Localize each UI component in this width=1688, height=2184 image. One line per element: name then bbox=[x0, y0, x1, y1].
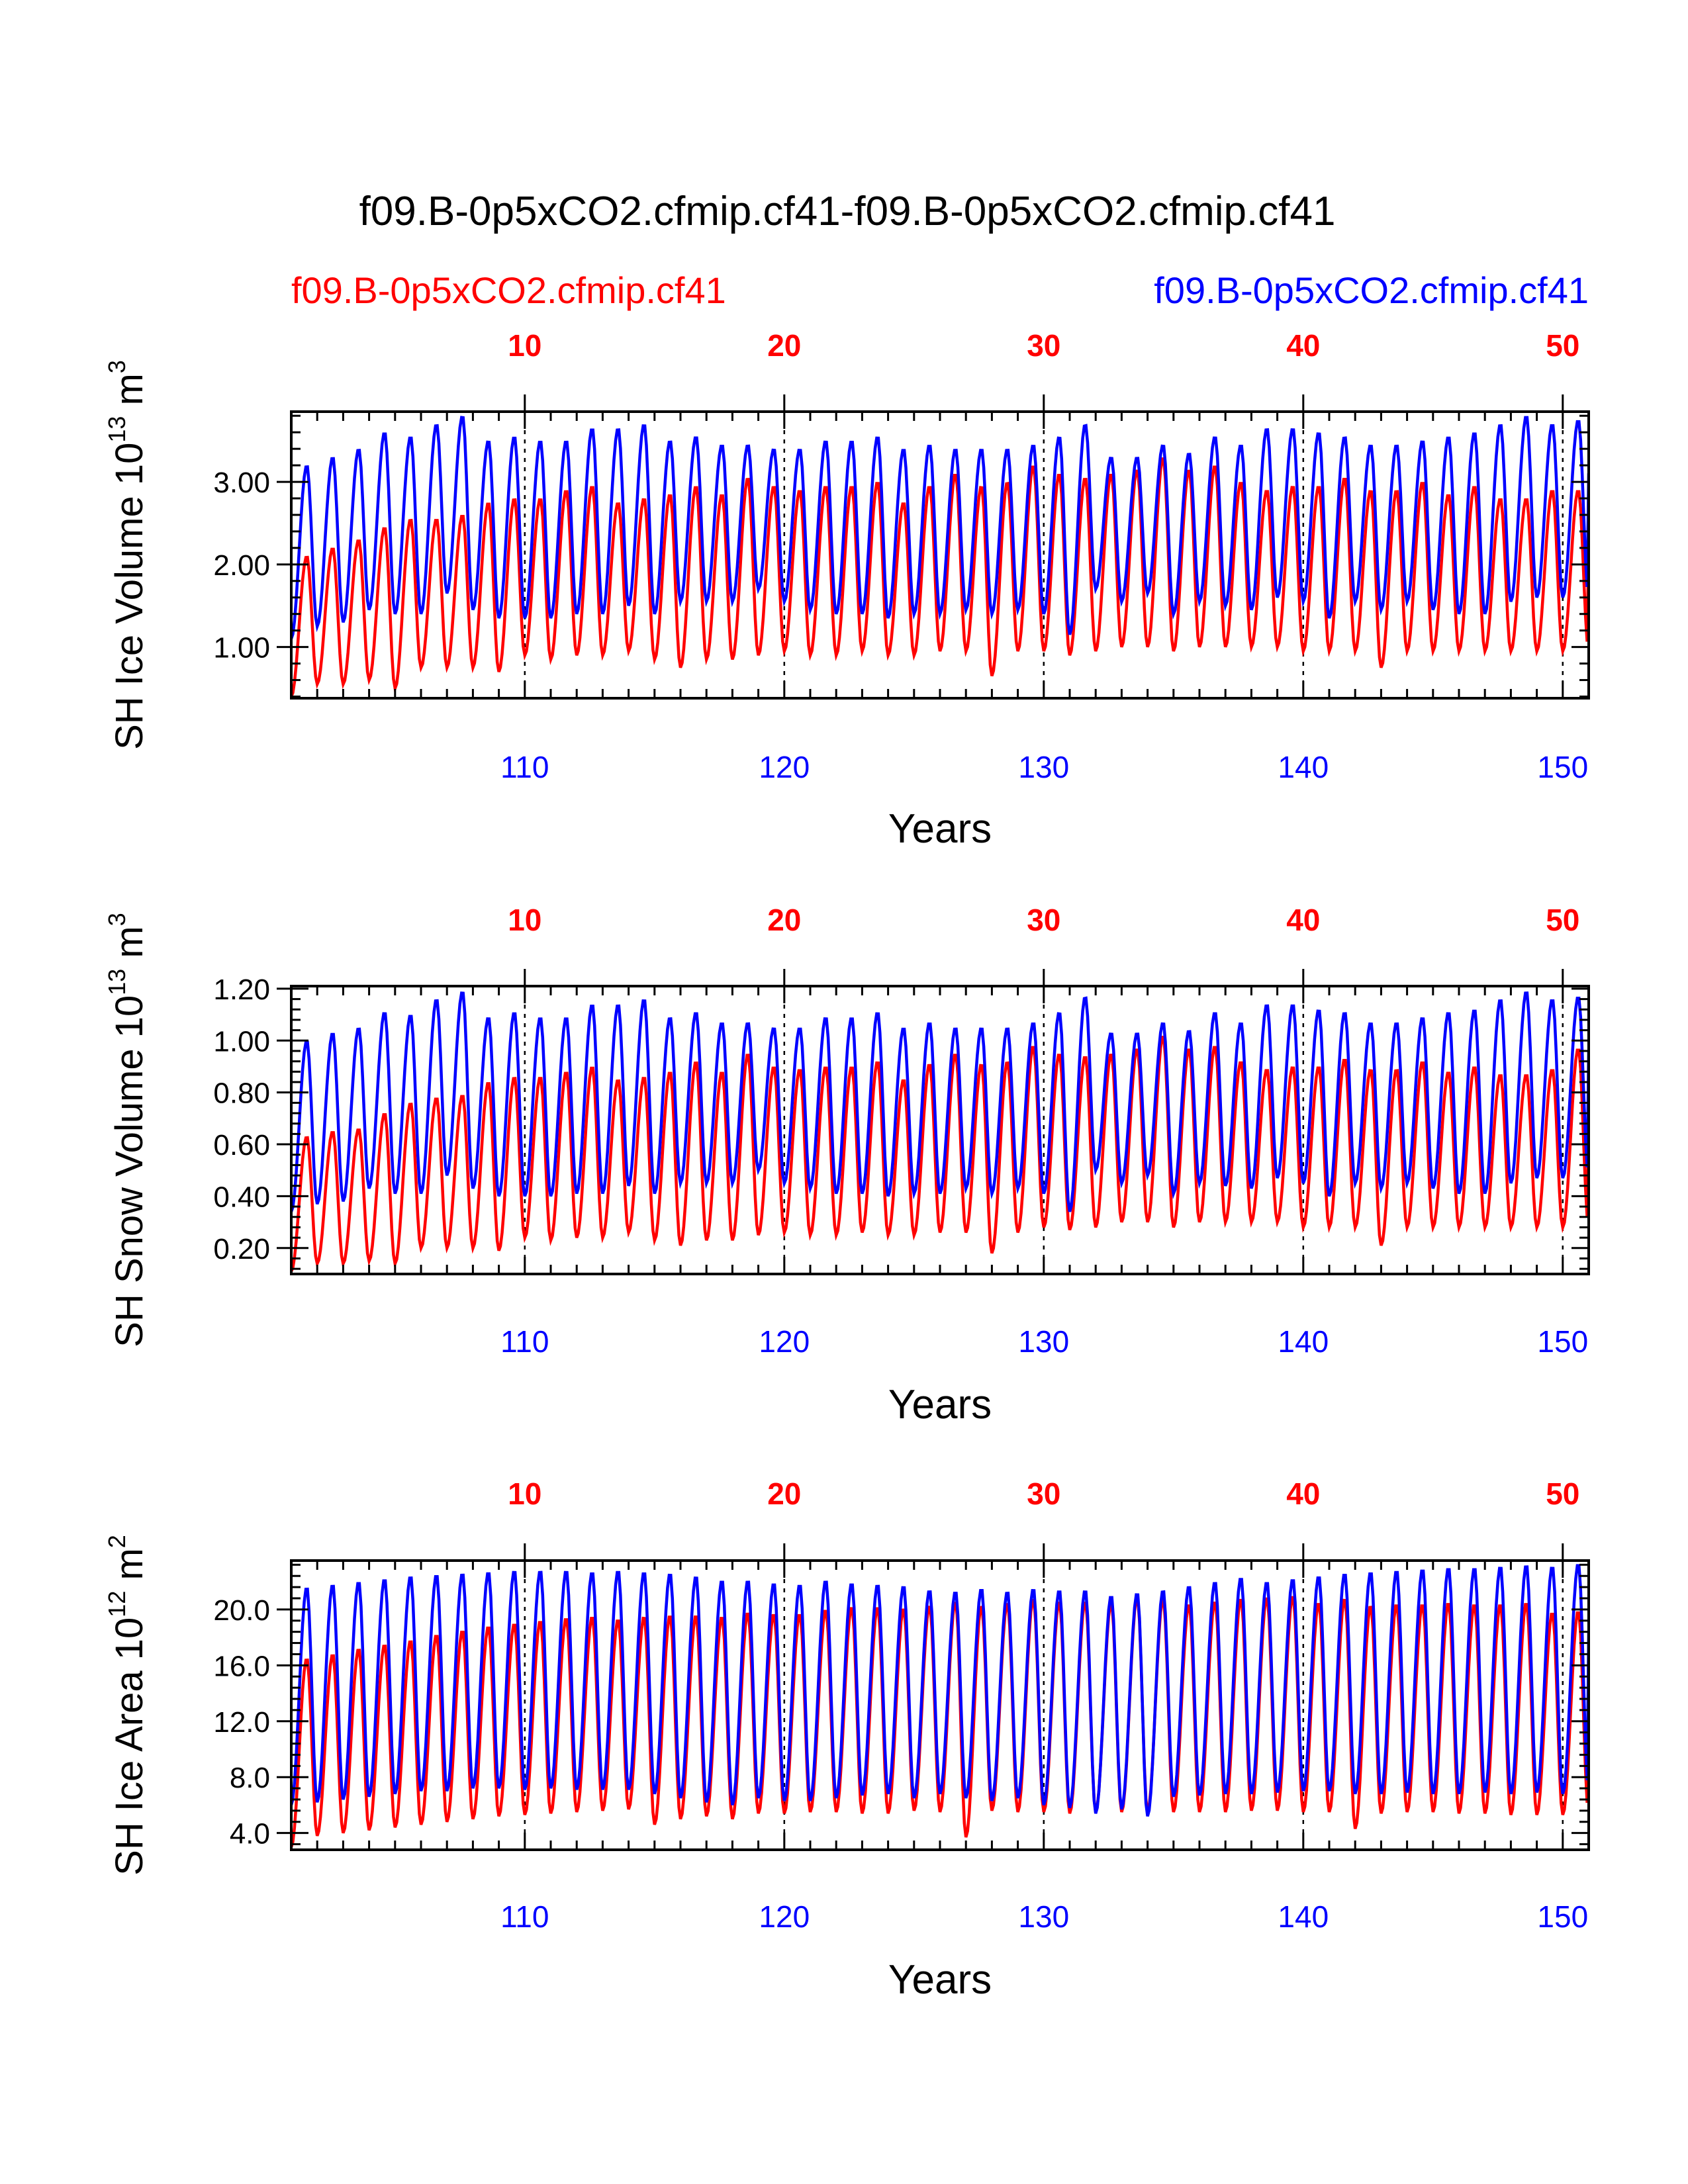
y-tick-label: 3.00 bbox=[213, 467, 270, 499]
top-tick-label: 50 bbox=[1546, 903, 1579, 937]
x-axis-title: Years bbox=[888, 1382, 992, 1428]
top-tick-label: 20 bbox=[767, 328, 801, 363]
top-tick-label: 40 bbox=[1286, 328, 1320, 363]
y-tick-label: 8.0 bbox=[230, 1762, 270, 1794]
y-axis-title-unit-exp: 3 bbox=[103, 913, 130, 926]
y-tick-label: 16.0 bbox=[213, 1650, 270, 1682]
y-axis-title-unit: m bbox=[108, 926, 151, 968]
top-tick-label: 30 bbox=[1027, 1477, 1060, 1511]
y-tick-label: 4.0 bbox=[230, 1818, 270, 1850]
series-line-blue bbox=[291, 1564, 1589, 1817]
bottom-tick-label: 150 bbox=[1537, 1324, 1588, 1359]
y-axis-title-main: SH Ice Area 10 bbox=[108, 1617, 151, 1876]
top-tick-label: 30 bbox=[1027, 328, 1060, 363]
top-tick-label: 20 bbox=[767, 1477, 801, 1511]
series-line-red bbox=[291, 1035, 1589, 1273]
y-tick-label: 2.00 bbox=[213, 549, 270, 582]
y-axis-title-main: SH Snow Volume 10 bbox=[108, 995, 151, 1347]
bottom-tick-label: 130 bbox=[1018, 1324, 1069, 1359]
y-axis-title-exp: 13 bbox=[103, 969, 130, 995]
panel-3: 10 20 30 40 50 110 120 130 140 150 4.0 8.0 12.0 16.0 2… bbox=[103, 1477, 1590, 2003]
y-axis-title-exp: 13 bbox=[103, 416, 130, 443]
bottom-tick-label: 140 bbox=[1278, 1899, 1329, 1934]
y-tick-label: 1.00 bbox=[213, 632, 270, 664]
y-axis-title-main: SH Ice Volume 10 bbox=[108, 443, 151, 750]
top-tick-label: 30 bbox=[1027, 903, 1060, 937]
figure-title: f09.B-0p5xCO2.cfmip.cf41-f09.B-0p5xCO2.c… bbox=[359, 189, 1336, 234]
top-tick-label: 50 bbox=[1546, 1477, 1579, 1511]
y-axis-title-unit-exp: 2 bbox=[103, 1535, 130, 1548]
top-tick-label: 40 bbox=[1286, 1477, 1320, 1511]
y-tick-label: 1.00 bbox=[213, 1025, 270, 1058]
panel-1: 10 20 30 40 50 110 120 130 140 150 1.00 2.00 3.00 Yea… bbox=[103, 328, 1590, 852]
x-axis-title: Years bbox=[888, 1957, 992, 2003]
bottom-tick-label: 120 bbox=[759, 750, 810, 784]
bottom-tick-label: 130 bbox=[1018, 1899, 1069, 1934]
y-tick-label: 0.80 bbox=[213, 1077, 270, 1110]
y-axis-title-exp: 12 bbox=[103, 1591, 130, 1617]
x-axis-title: Years bbox=[888, 806, 992, 852]
y-tick-label: 0.40 bbox=[213, 1181, 270, 1213]
y-tick-label: 20.0 bbox=[213, 1594, 270, 1627]
legend-left-label: f09.B-0p5xCO2.cfmip.cf41 bbox=[291, 269, 726, 311]
y-axis-title: SH Ice Volume 1013 m3 bbox=[103, 360, 151, 750]
series-line-red bbox=[291, 457, 1589, 698]
bottom-tick-label: 110 bbox=[500, 1324, 549, 1359]
y-axis-title-unit: m bbox=[108, 373, 151, 416]
panels: 10 20 30 40 50 110 120 130 140 150 1.00 2.00 3.00 Yea… bbox=[103, 328, 1590, 2003]
bottom-tick-label: 130 bbox=[1018, 750, 1069, 784]
top-tick-label: 40 bbox=[1286, 903, 1320, 937]
top-tick-label: 20 bbox=[767, 903, 801, 937]
legend-right-label: f09.B-0p5xCO2.cfmip.cf41 bbox=[1154, 269, 1589, 311]
y-tick-label: 0.60 bbox=[213, 1129, 270, 1161]
bottom-tick-label: 140 bbox=[1278, 1324, 1329, 1359]
series-line-red bbox=[291, 1596, 1589, 1848]
y-tick-label: 1.20 bbox=[213, 974, 270, 1006]
panel-2: 10 20 30 40 50 110 120 130 140 150 0.20 0.40 0.60 0.8… bbox=[103, 903, 1590, 1428]
y-axis-title-unit-exp: 3 bbox=[103, 360, 130, 373]
bottom-tick-label: 120 bbox=[759, 1324, 810, 1359]
series-line-blue bbox=[291, 991, 1589, 1212]
series-line-blue bbox=[291, 416, 1589, 639]
y-tick-label: 0.20 bbox=[213, 1233, 270, 1265]
bottom-tick-label: 140 bbox=[1278, 750, 1329, 784]
bottom-tick-label: 150 bbox=[1537, 1899, 1588, 1934]
y-axis-title: SH Ice Area 1012 m2 bbox=[103, 1535, 151, 1876]
top-tick-label: 10 bbox=[508, 328, 541, 363]
top-tick-label: 10 bbox=[508, 1477, 541, 1511]
bottom-tick-label: 110 bbox=[500, 750, 549, 784]
bottom-tick-label: 110 bbox=[500, 1899, 549, 1934]
y-axis-title: SH Snow Volume 1013 m3 bbox=[103, 913, 151, 1347]
bottom-tick-label: 120 bbox=[759, 1899, 810, 1934]
y-tick-label: 12.0 bbox=[213, 1706, 270, 1739]
top-tick-label: 50 bbox=[1546, 328, 1579, 363]
bottom-tick-label: 150 bbox=[1537, 750, 1588, 784]
y-axis-title-unit: m bbox=[108, 1548, 151, 1590]
top-tick-label: 10 bbox=[508, 903, 541, 937]
